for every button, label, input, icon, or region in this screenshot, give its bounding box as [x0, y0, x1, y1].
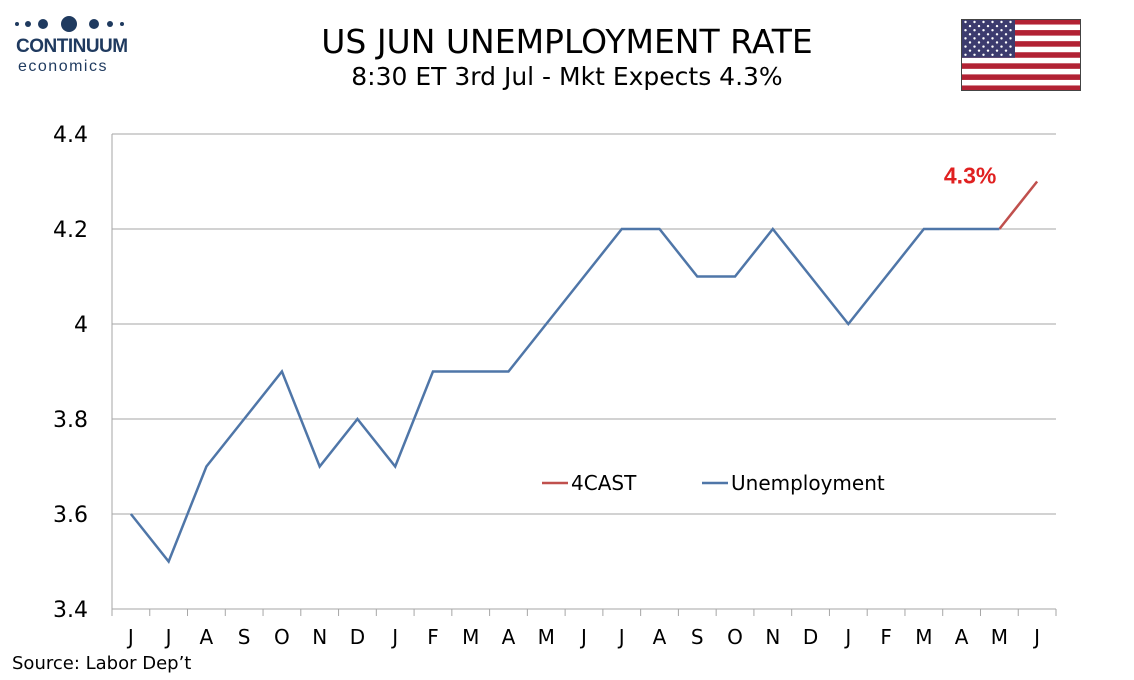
legend-label: 4CAST [571, 471, 637, 495]
us-flag-icon [961, 19, 1081, 91]
x-tick-label: S [691, 625, 704, 649]
x-tick-label: J [579, 625, 587, 649]
x-tick-label: A [955, 625, 969, 649]
x-tick-label: N [765, 625, 780, 649]
x-tick-label: J [390, 625, 398, 649]
forecast-annotation: 4.3% [944, 163, 996, 189]
y-tick-label: 4.2 [53, 218, 88, 243]
series-line-4cast [998, 180, 1039, 230]
x-tick-label: O [274, 625, 290, 649]
source-note: Source: Labor Dep’t [12, 653, 192, 674]
x-tick-label: N [312, 625, 327, 649]
page-subtitle: 8:30 ET 3rd Jul - Mkt Expects 4.3% [351, 62, 783, 91]
x-tick-label: M [462, 625, 479, 649]
legend-label: Unemployment [731, 471, 885, 495]
x-tick-label: J [617, 625, 625, 649]
x-tick-label: J [164, 625, 172, 649]
x-tick-label: J [126, 625, 134, 649]
x-tick-label: M [991, 625, 1008, 649]
page-title: US JUN UNEMPLOYMENT RATE [321, 22, 813, 61]
y-tick-label: 4.4 [53, 123, 88, 148]
y-tick-label: 3.6 [53, 503, 88, 528]
y-tick-label: 4 [74, 313, 88, 338]
x-tick-label: F [880, 625, 892, 649]
x-tick-label: O [727, 625, 743, 649]
x-tick-label: M [538, 625, 555, 649]
x-tick-label: S [238, 625, 251, 649]
logo-name: CONTINUUM [16, 36, 128, 57]
x-tick-label: A [200, 625, 214, 649]
x-tick-label: D [803, 625, 818, 649]
logo-dots-icon [15, 16, 124, 32]
logo-subtitle: economics [18, 58, 108, 75]
continuum-logo: CONTINUUM economics [14, 14, 134, 76]
y-tick-label: 3.8 [53, 408, 88, 433]
x-tick-label: D [350, 625, 365, 649]
x-tick-label: J [843, 625, 851, 649]
x-tick-label: F [427, 625, 439, 649]
y-tick-label: 3.4 [53, 598, 88, 623]
series-line-unemployment [129, 226, 1000, 564]
x-tick-label: J [1032, 625, 1040, 649]
x-tick-label: M [915, 625, 932, 649]
x-tick-label: A [502, 625, 516, 649]
x-tick-label: A [653, 625, 667, 649]
